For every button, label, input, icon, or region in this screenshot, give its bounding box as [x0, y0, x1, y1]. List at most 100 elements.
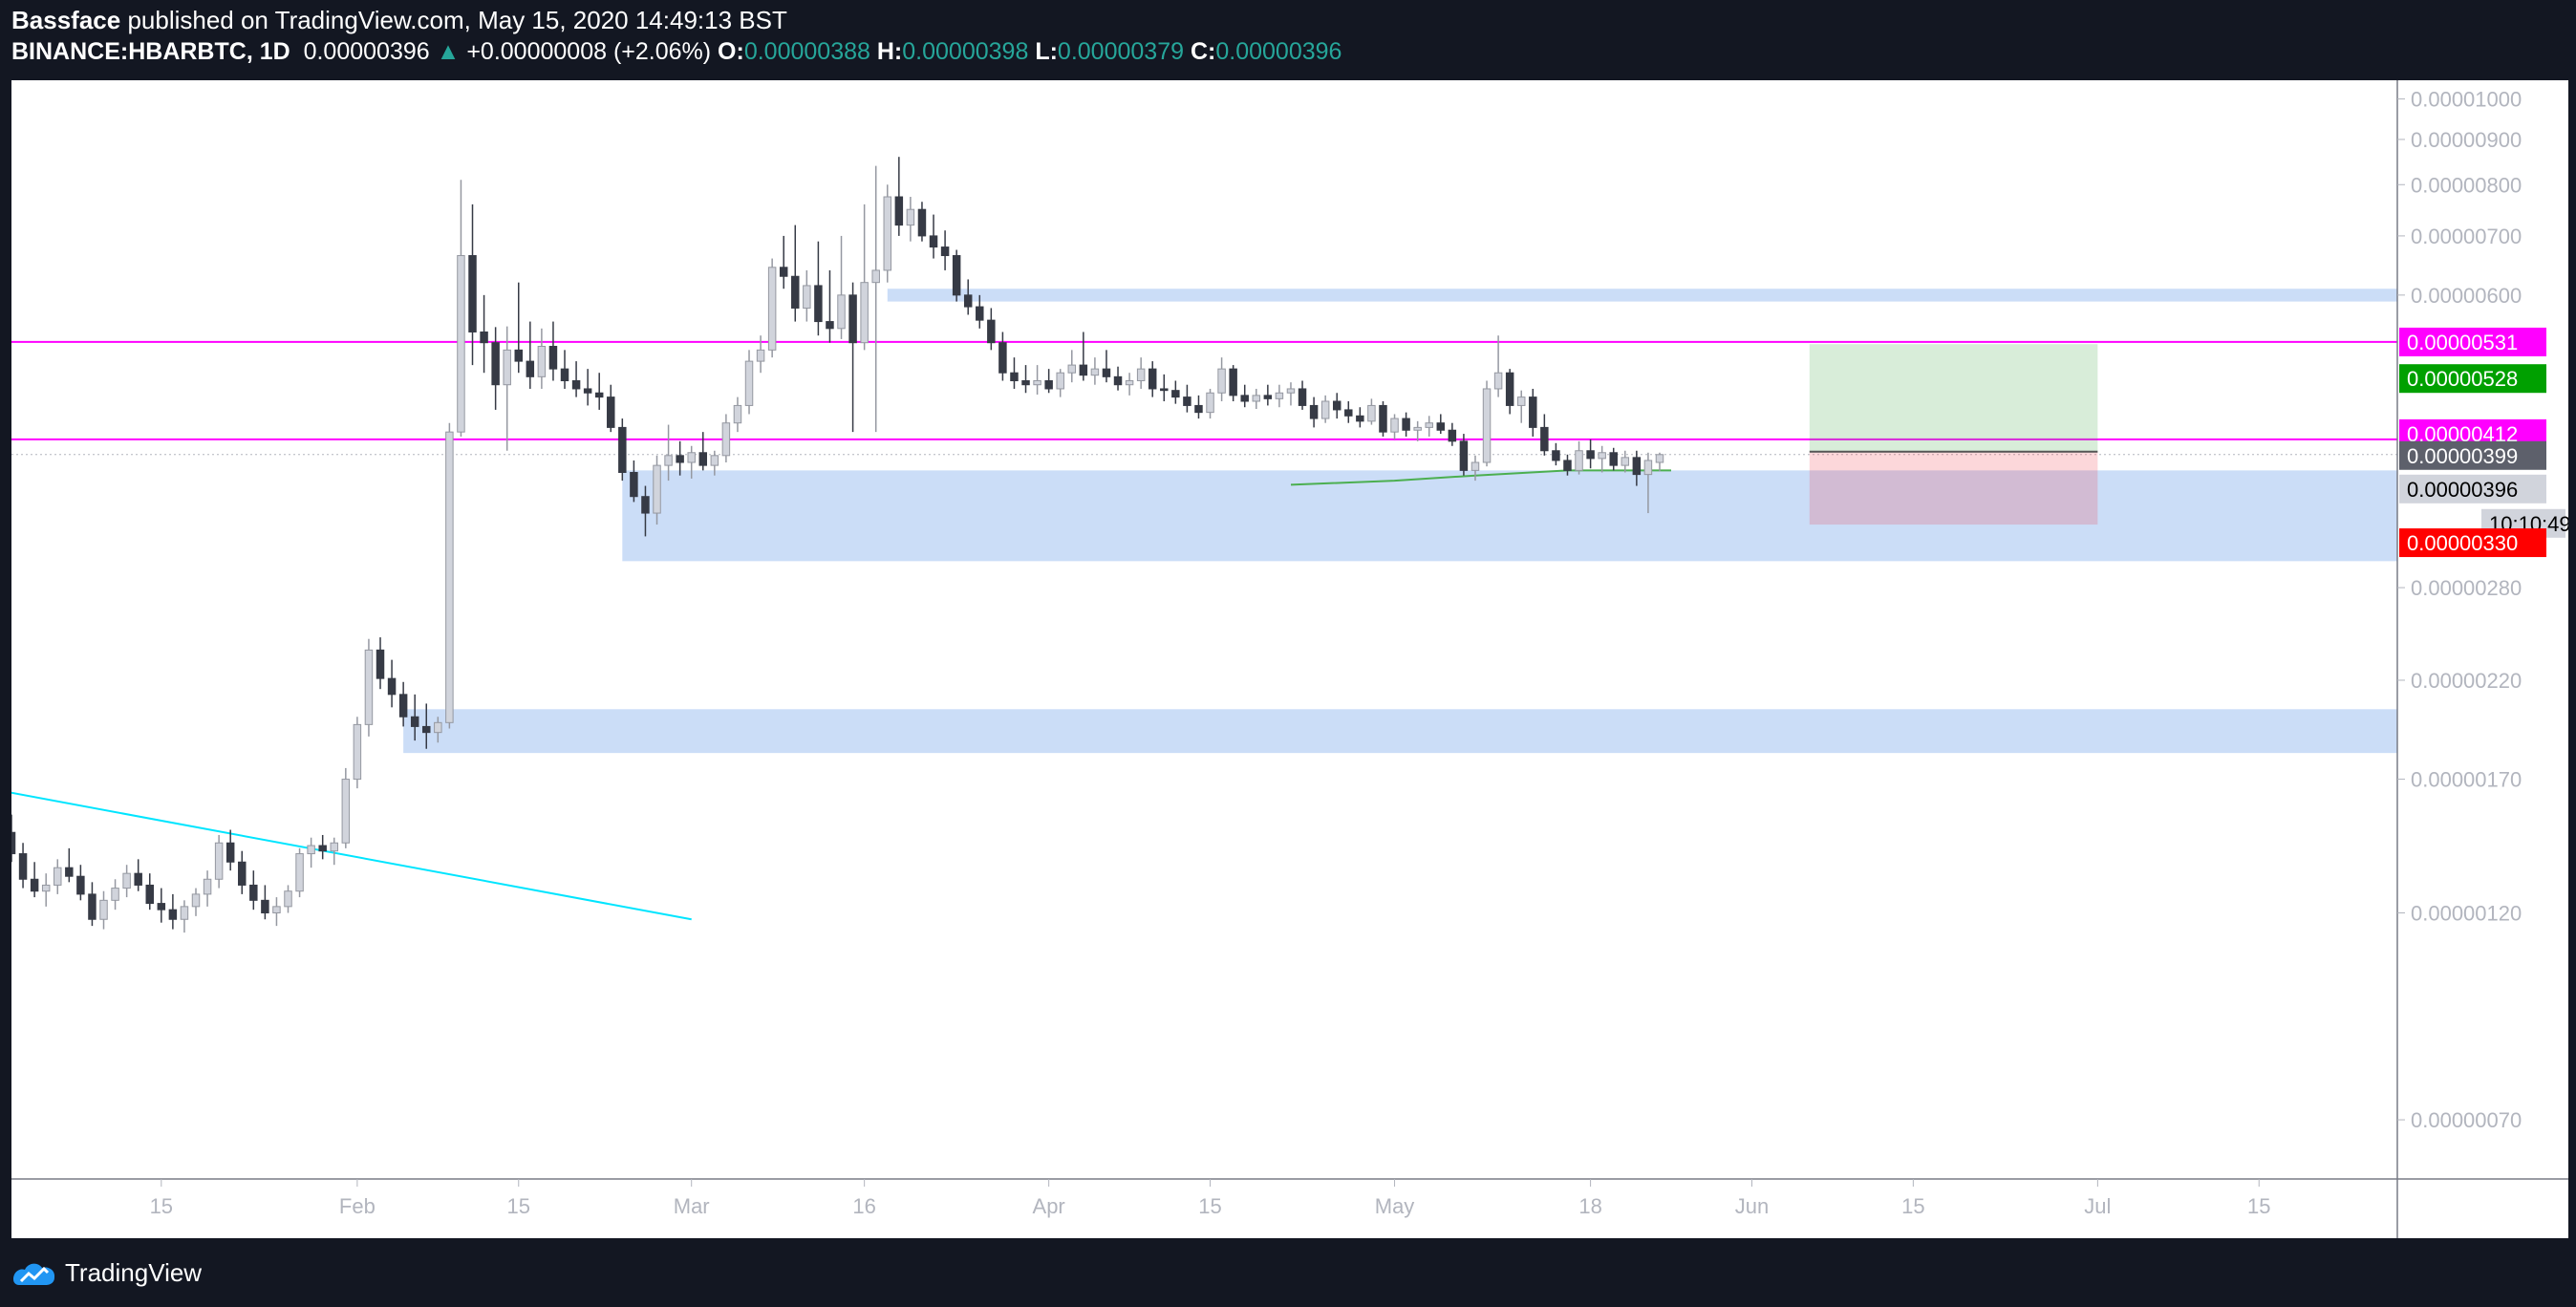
- candle-body: [295, 853, 304, 892]
- candle-body: [480, 331, 488, 344]
- candle-body: [664, 455, 673, 466]
- candle-body: [41, 884, 51, 892]
- zone-3: [403, 709, 2397, 754]
- candle-body: [1448, 429, 1457, 442]
- candle-body: [537, 345, 547, 377]
- candle-body: [791, 275, 800, 309]
- candle-body: [1217, 368, 1226, 394]
- candle-body: [883, 196, 892, 271]
- tradingview-logo-icon[interactable]: [11, 1258, 57, 1287]
- candle-body: [1540, 426, 1549, 452]
- candle-body: [11, 831, 16, 855]
- candle-body: [917, 208, 927, 237]
- price-label-stop: 0.00000330: [2399, 528, 2546, 558]
- candle-body: [272, 906, 281, 914]
- candle-body: [503, 349, 511, 386]
- price-tick-label: 0.00000600: [2411, 284, 2522, 308]
- candle-body: [618, 426, 627, 473]
- candle-body: [330, 842, 338, 852]
- candle-body: [1586, 450, 1595, 460]
- candle-body: [168, 909, 178, 920]
- candle-body: [803, 285, 811, 309]
- price-label-bg: [2399, 364, 2546, 394]
- price-label-target: 0.00000528: [2399, 364, 2546, 394]
- price-tick-label: 0.00000070: [2411, 1108, 2522, 1132]
- candle-body: [756, 349, 765, 362]
- candle-body: [744, 360, 754, 406]
- candle-body: [1632, 457, 1642, 476]
- candle-body: [1516, 396, 1526, 406]
- candle-body: [826, 321, 834, 330]
- price-tick-label: 0.00000120: [2411, 902, 2522, 926]
- candle-body: [1171, 390, 1180, 398]
- candle-body: [1067, 364, 1077, 374]
- candle-body: [607, 396, 615, 428]
- price-tick-label: 0.00001000: [2411, 88, 2522, 112]
- candle-body: [1493, 372, 1503, 390]
- candle-body: [1379, 404, 1387, 433]
- author-name[interactable]: Bassface: [11, 6, 121, 34]
- candle-body: [952, 255, 961, 296]
- candle-body: [1655, 454, 1664, 463]
- candle-body: [1575, 450, 1583, 471]
- candle-body: [99, 899, 108, 920]
- candle-body: [145, 884, 154, 905]
- change-up-icon: ▲: [436, 38, 461, 65]
- position-layer: [1809, 344, 2098, 525]
- published-text: published on TradingView.com, May 15, 20…: [127, 6, 787, 34]
- candle-body: [1229, 368, 1237, 396]
- time-tick-label: 15: [150, 1194, 173, 1218]
- time-tick-label: 15: [507, 1194, 530, 1218]
- candle-body: [307, 845, 315, 855]
- candle-body: [225, 842, 235, 863]
- candle-body: [261, 899, 269, 914]
- candle-body: [1206, 392, 1214, 414]
- candle-body: [1367, 404, 1376, 422]
- candle-body: [422, 725, 431, 734]
- candle-body: [1529, 396, 1537, 428]
- price-label-bg: [2399, 440, 2546, 470]
- candle-body: [1425, 422, 1433, 428]
- candle-body: [676, 455, 684, 463]
- zones-layer: [403, 289, 2397, 754]
- candle-body: [963, 294, 973, 308]
- candle-body: [1413, 426, 1422, 431]
- price-tick-label: 0.00000700: [2411, 225, 2522, 248]
- candle-body: [1252, 395, 1261, 402]
- candle-body: [203, 878, 212, 895]
- time-tick-label: Apr: [1033, 1194, 1065, 1218]
- time-tick-label: Jul: [2084, 1194, 2111, 1218]
- tradingview-brand[interactable]: TradingView: [65, 1257, 203, 1287]
- symbol-name: BINANCE:HBARBTC, 1D: [11, 38, 290, 65]
- candle-body: [848, 294, 857, 344]
- candle-body: [894, 196, 904, 226]
- candle-body: [594, 392, 604, 398]
- chart-canvas[interactable]: 0.00001000 0.00000900 0.00000800 0.00000700…: [11, 80, 2568, 1238]
- candle-body: [1113, 375, 1123, 386]
- price-label-current: 0.00000396: [2399, 474, 2546, 504]
- candle-body: [837, 294, 846, 330]
- candle-body: [1320, 400, 1330, 419]
- candle-body: [1090, 368, 1100, 376]
- publish-info: Bassface published on TradingView.com, M…: [11, 6, 787, 35]
- candle-body: [526, 360, 535, 377]
- price-label-text: 0.00000330: [2407, 531, 2518, 555]
- chart-area[interactable]: 0.00001000 0.00000900 0.00000800 0.00000700…: [11, 80, 2568, 1238]
- candle-body: [1563, 460, 1572, 471]
- candle-body: [514, 349, 524, 362]
- candle-body: [1056, 372, 1064, 390]
- price-tick-label: 0.00000900: [2411, 128, 2522, 152]
- candle-body: [998, 342, 1007, 374]
- candle-body: [1044, 380, 1053, 390]
- candle-body: [214, 842, 224, 880]
- candle-body: [710, 455, 719, 466]
- time-tick-label: Jun: [1735, 1194, 1769, 1218]
- position-loss-zone: [1809, 451, 2098, 525]
- price-change: +0.00000008 (+2.06%): [466, 38, 712, 65]
- candle-body: [1183, 396, 1191, 406]
- candle-body: [767, 267, 777, 351]
- last-price: 0.00000396: [303, 38, 430, 65]
- candle-body: [1102, 368, 1111, 377]
- candle-body: [653, 464, 661, 514]
- candle-body: [1356, 415, 1364, 422]
